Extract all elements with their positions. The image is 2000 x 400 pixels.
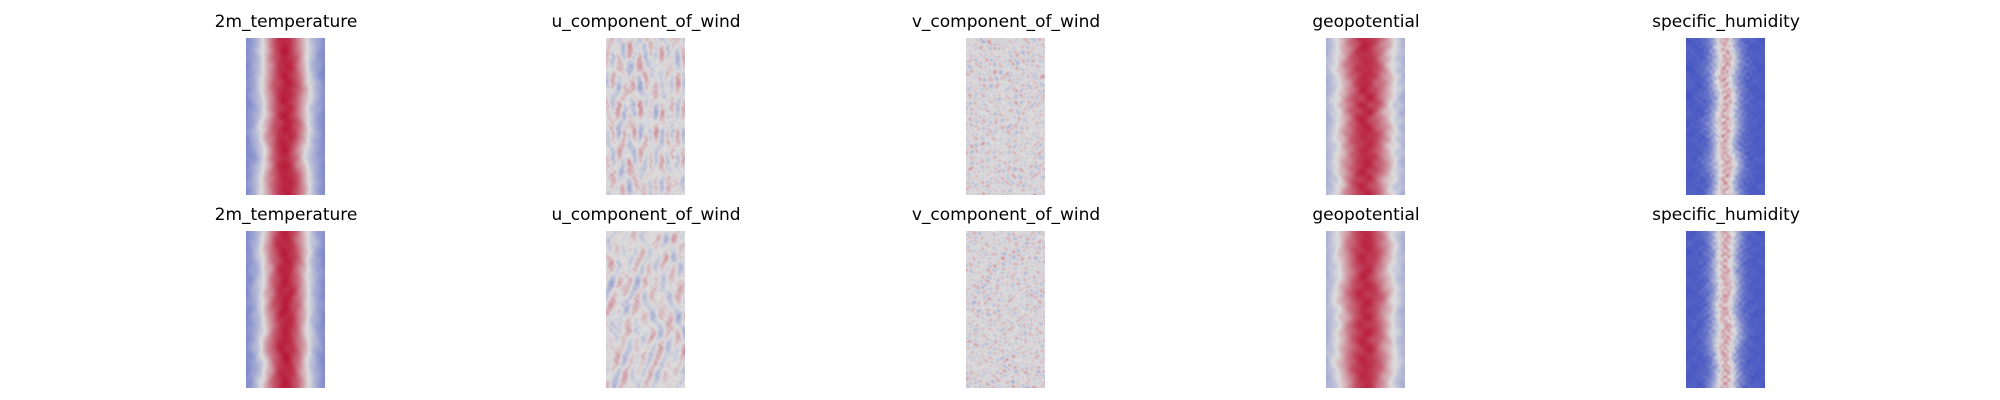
heatmap-geopotential xyxy=(1326,38,1405,195)
panel-title: u_component_of_wind xyxy=(551,12,741,32)
panel-title: 2m_temperature xyxy=(214,205,358,225)
panel-title: geopotential xyxy=(1312,205,1420,225)
heatmap-specific-humidity xyxy=(1686,231,1765,388)
panel-title: specific_humidity xyxy=(1652,12,1800,32)
heatmap-2m-temperature xyxy=(246,231,325,388)
heatmap-specific-humidity xyxy=(1686,38,1765,195)
panel-title: geopotential xyxy=(1312,12,1420,32)
heatmap-geopotential xyxy=(1326,231,1405,388)
heatmap-v-component-of-wind xyxy=(966,231,1045,388)
panel-title: v_component_of_wind xyxy=(911,205,1101,225)
panel-title: u_component_of_wind xyxy=(551,205,741,225)
heatmap-v-component-of-wind xyxy=(966,38,1045,195)
heatmap-u-component-of-wind xyxy=(606,231,685,388)
panel-title: 2m_temperature xyxy=(214,12,358,32)
panel-title: v_component_of_wind xyxy=(911,12,1101,32)
heatmap-2m-temperature xyxy=(246,38,325,195)
panel-title: specific_humidity xyxy=(1652,205,1800,225)
heatmap-u-component-of-wind xyxy=(606,38,685,195)
